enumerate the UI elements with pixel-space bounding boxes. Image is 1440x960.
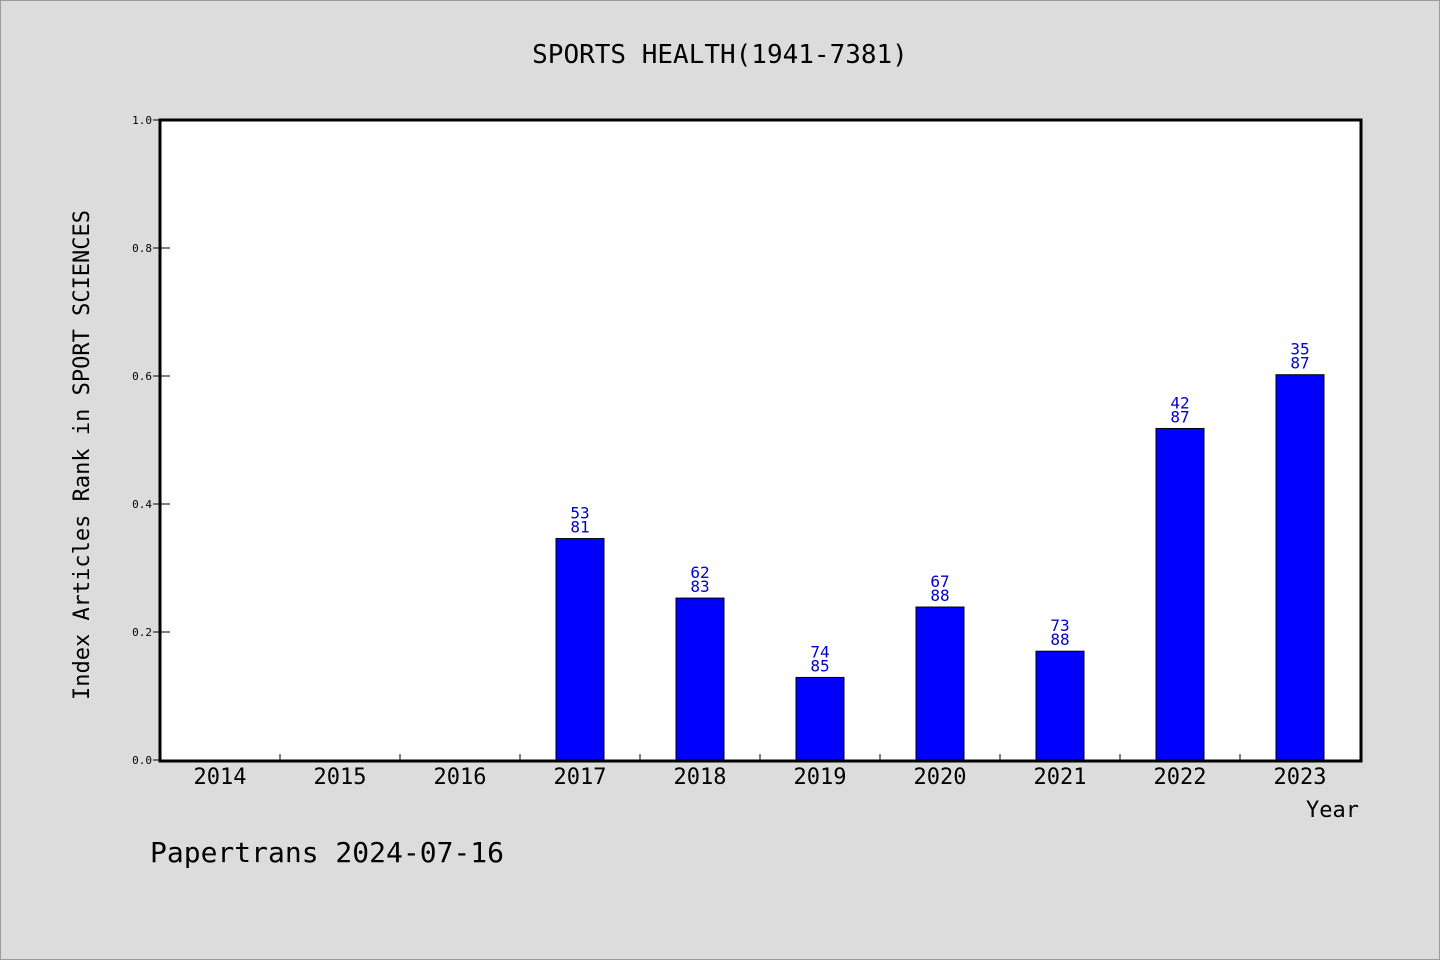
bar-label-top: 35 <box>1290 340 1309 359</box>
x-tick-label: 2016 <box>434 765 487 790</box>
y-tick-label: 0.8 <box>132 242 152 255</box>
y-tick-label: 0.6 <box>132 370 152 383</box>
bar <box>675 597 725 761</box>
x-tick-label: 2021 <box>1034 765 1087 790</box>
chart-title: SPORTS HEALTH(1941-7381) <box>532 40 908 70</box>
bar-label-top: 73 <box>1050 616 1069 635</box>
x-tick-label: 2022 <box>1154 765 1207 790</box>
bar-label-top: 67 <box>930 572 949 591</box>
x-tick-label: 2014 <box>194 765 247 790</box>
footer-credit: Papertrans 2024-07-16 <box>150 836 504 869</box>
bar-label-bottom: 81 <box>570 518 589 537</box>
bar-label-bottom: 88 <box>930 586 949 605</box>
bar-label-top: 53 <box>570 504 589 523</box>
plot-border <box>158 118 1363 763</box>
bar <box>1035 650 1085 761</box>
x-tick-label: 2018 <box>674 765 727 790</box>
bar-label-top: 62 <box>690 563 709 582</box>
bar <box>1275 374 1325 761</box>
y-tick-label: 1.0 <box>132 114 152 127</box>
x-tick-label: 2023 <box>1274 765 1327 790</box>
bar-label-bottom: 88 <box>1050 630 1069 649</box>
x-axis-label: Year <box>1306 798 1359 823</box>
bar-label-bottom: 87 <box>1170 407 1189 426</box>
x-tick-label: 2017 <box>554 765 607 790</box>
bar-label-bottom: 85 <box>810 656 829 675</box>
bar-label-top: 74 <box>810 642 829 661</box>
y-tick-label: 0.2 <box>132 626 152 639</box>
bar-label-top: 42 <box>1170 393 1189 412</box>
x-tick-label: 2019 <box>794 765 847 790</box>
bar <box>555 538 605 761</box>
y-tick-label: 0.0 <box>132 754 152 767</box>
x-tick-label: 2015 <box>314 765 367 790</box>
bar-label-bottom: 87 <box>1290 354 1309 373</box>
y-axis-label: Index Articles Rank in SPORT SCIENCES <box>70 210 95 700</box>
bar-label-bottom: 83 <box>690 577 709 596</box>
x-ticks-group: 2014 2015 2016 2017 2018 2019 2020 2021 2022 2023 <box>194 754 1327 790</box>
bar <box>1155 427 1205 761</box>
y-tick-label: 0.4 <box>132 498 152 511</box>
x-tick-label: 2020 <box>914 765 967 790</box>
bar <box>915 606 965 761</box>
bar <box>795 676 845 761</box>
